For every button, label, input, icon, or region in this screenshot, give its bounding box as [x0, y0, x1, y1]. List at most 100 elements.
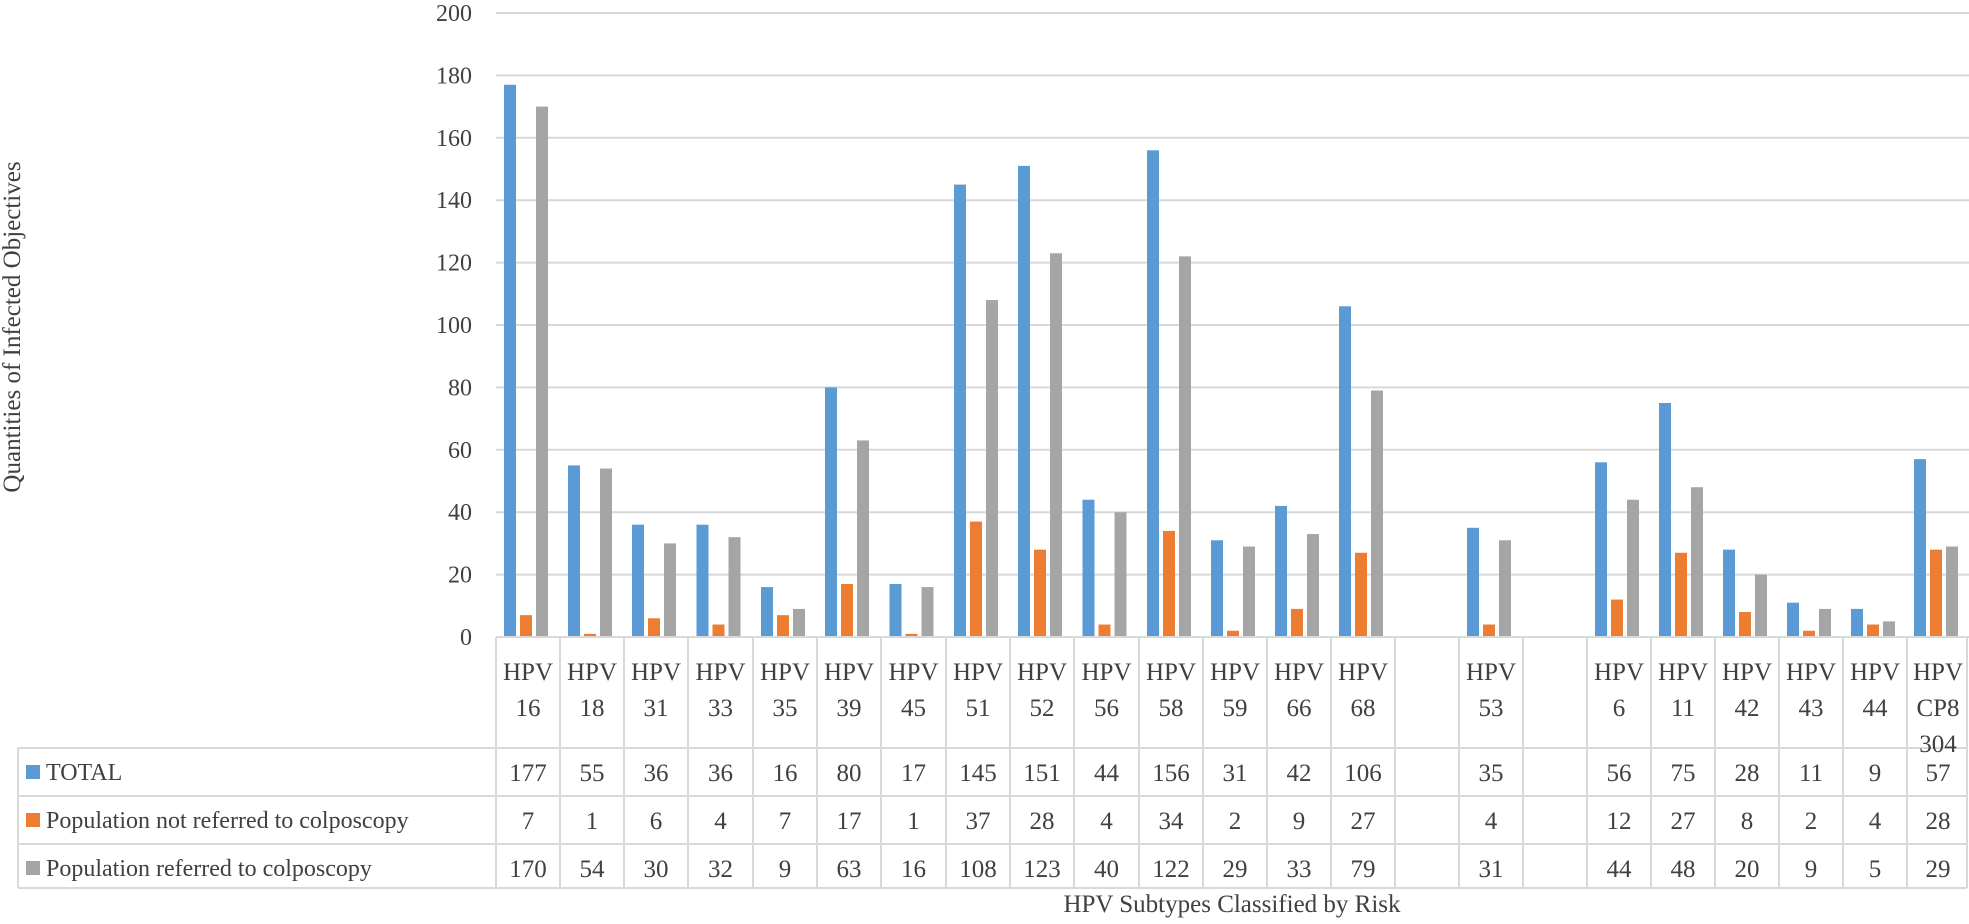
y-tick-label: 180 — [436, 63, 472, 89]
table-value: 44 — [1094, 760, 1120, 787]
table-value: 63 — [837, 856, 862, 883]
table-value: 17 — [901, 760, 926, 787]
bar — [1291, 608, 1303, 637]
table-value: 20 — [1735, 856, 1760, 883]
bar — [1883, 621, 1895, 637]
bar — [1723, 549, 1735, 637]
bar — [1627, 499, 1639, 637]
y-tick-label: 140 — [436, 188, 472, 214]
table-value: 35 — [1479, 760, 1504, 787]
category-label: HPV — [1722, 659, 1772, 686]
bar — [1803, 630, 1815, 637]
category-label: HPV — [1913, 659, 1963, 686]
category-label: 35 — [773, 695, 798, 722]
bar — [986, 300, 998, 637]
bar — [970, 521, 982, 637]
category-label: HPV — [1338, 659, 1388, 686]
bar — [1946, 546, 1958, 637]
category-label: HPV — [503, 659, 553, 686]
category-label: HPV — [760, 659, 810, 686]
bar — [1018, 165, 1030, 637]
table-value: 37 — [966, 808, 991, 835]
bar — [648, 618, 660, 637]
bar — [632, 524, 644, 637]
table-value: 7 — [779, 808, 792, 835]
table-value: 106 — [1344, 760, 1382, 787]
bar — [1499, 540, 1511, 637]
bar — [1819, 608, 1831, 637]
category-label: 6 — [1613, 695, 1626, 722]
bar — [1659, 403, 1671, 637]
category-label: 39 — [837, 695, 862, 722]
bar — [1675, 552, 1687, 637]
table-value: 123 — [1023, 856, 1061, 883]
bar — [761, 587, 773, 637]
bar — [712, 624, 725, 637]
table-value: 75 — [1671, 760, 1696, 787]
table-value: 4 — [1100, 808, 1113, 835]
bar — [825, 387, 837, 637]
bar — [504, 84, 516, 637]
bar — [857, 440, 869, 637]
bar — [1851, 608, 1863, 637]
table-value: 2 — [1229, 808, 1242, 835]
bar — [1355, 552, 1367, 637]
bar — [954, 184, 966, 637]
bar — [1787, 602, 1799, 637]
y-tick-label: 80 — [448, 375, 472, 401]
y-tick-label: 100 — [436, 313, 472, 339]
category-label: 45 — [901, 695, 926, 722]
table-value: 108 — [959, 856, 997, 883]
gridlines — [496, 12, 1969, 638]
bar — [1611, 599, 1623, 637]
category-label: 18 — [580, 695, 605, 722]
table-value: 57 — [1926, 760, 1951, 787]
bar — [1243, 546, 1255, 637]
bar — [1867, 624, 1879, 637]
category-label: HPV — [1658, 659, 1708, 686]
table-value: 9 — [1805, 856, 1818, 883]
table-value: 33 — [1287, 856, 1312, 883]
table-value: 9 — [1293, 808, 1306, 835]
category-label: 68 — [1351, 695, 1376, 722]
bar — [1339, 306, 1351, 637]
category-label: 53 — [1479, 695, 1504, 722]
table-value: 27 — [1671, 808, 1696, 835]
category-label: 304 — [1919, 731, 1957, 758]
table-value: 40 — [1094, 856, 1119, 883]
table-value: 56 — [1607, 760, 1632, 787]
category-label: 43 — [1799, 695, 1824, 722]
category-label: 58 — [1159, 695, 1184, 722]
bar — [841, 583, 853, 637]
table-value: 5 — [1869, 856, 1882, 883]
category-label: HPV — [1081, 659, 1131, 686]
table-value: 44 — [1607, 856, 1633, 883]
bar — [1147, 150, 1159, 637]
table-value: 12 — [1607, 808, 1632, 835]
legend-swatch — [26, 765, 40, 779]
table-value: 48 — [1671, 856, 1696, 883]
bar — [905, 633, 918, 637]
bar — [1307, 534, 1319, 637]
bar — [1082, 499, 1095, 637]
table-value: 54 — [580, 856, 606, 883]
category-label: HPV — [824, 659, 874, 686]
table-value: 177 — [509, 760, 547, 787]
bar — [777, 615, 789, 637]
bar — [921, 587, 934, 637]
category-label: HPV — [888, 659, 938, 686]
table-value: 29 — [1223, 856, 1248, 883]
table-value: 28 — [1926, 808, 1951, 835]
bar — [728, 537, 741, 637]
table-value: 16 — [773, 760, 798, 787]
bar — [1050, 253, 1062, 638]
category-label: HPV — [631, 659, 681, 686]
category-label: HPV — [1210, 659, 1260, 686]
table-value: 28 — [1735, 760, 1760, 787]
bar — [793, 608, 805, 637]
bar — [1227, 630, 1239, 637]
y-tick-label: 0 — [460, 625, 472, 651]
bars — [504, 84, 1958, 638]
table-value: 145 — [959, 760, 997, 787]
